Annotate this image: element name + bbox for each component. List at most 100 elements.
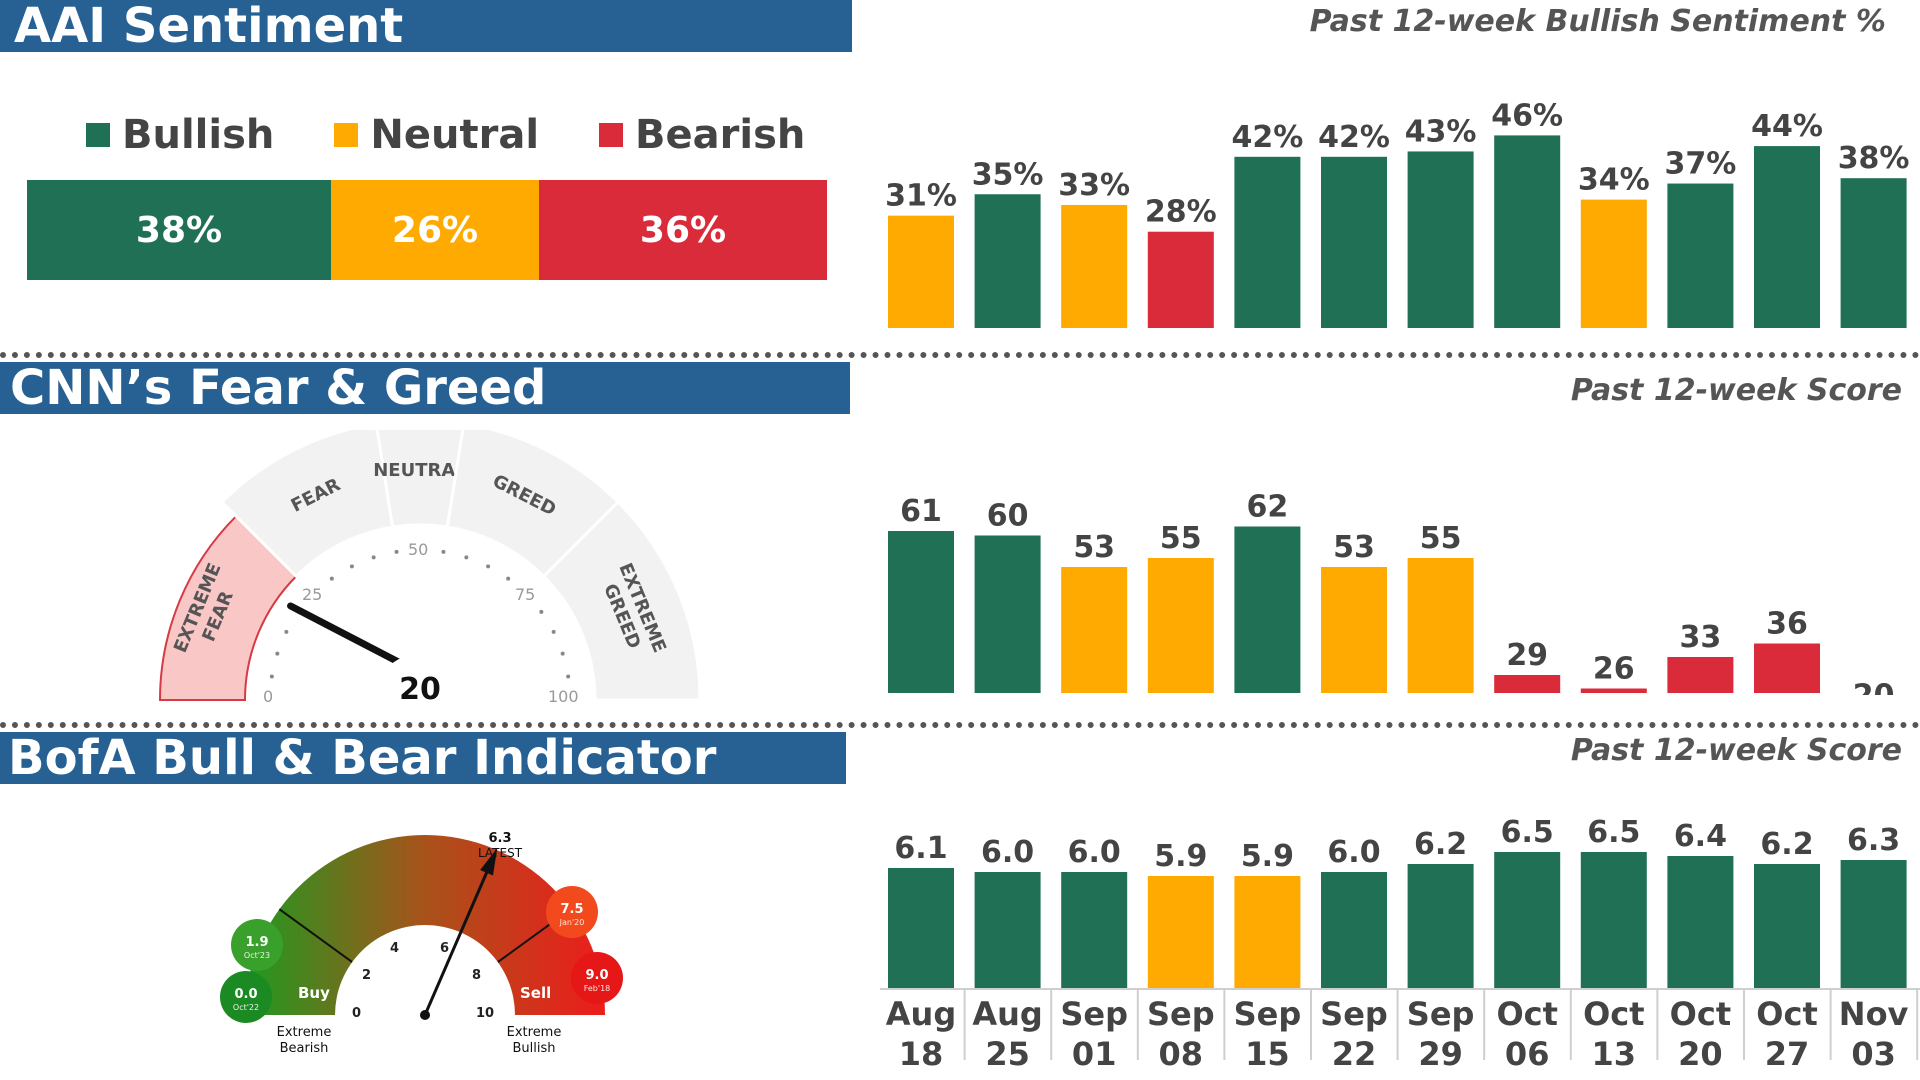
fg-value: 20 (399, 672, 441, 707)
bar-9 (1667, 856, 1734, 988)
fg-tick-50: 50 (408, 540, 428, 559)
fg-dot (539, 609, 544, 614)
bar-label-4: 42% (1231, 120, 1303, 155)
stack-segment-bearish: 36% (539, 180, 827, 280)
bofa-history-bubble-1 (231, 919, 283, 971)
fg-zone-label-2-0: NEUTRAL (373, 460, 467, 481)
bofa-tick-0: 0 (352, 1006, 361, 1021)
bofa-header: BofA Bull & Bear Indicator (0, 732, 846, 784)
bar-label-9: 6.4 (1674, 819, 1727, 854)
bofa-history-date-1: Oct'23 (244, 951, 270, 960)
x-tick-label-7-month: Oct (1496, 995, 1557, 1033)
bar-label-7: 46% (1491, 100, 1563, 133)
bar-7 (1494, 135, 1561, 328)
bar-0 (888, 531, 954, 693)
bar-11 (1840, 860, 1907, 988)
bar-4 (1234, 156, 1301, 328)
bar-label-11: 38% (1838, 141, 1910, 176)
bull-bear-gauge: 0 2 4 6 8 10 Buy Sell Extreme Bearish Ex… (220, 831, 623, 1056)
bar-label-10: 36 (1766, 607, 1808, 642)
bar-8 (1580, 688, 1647, 693)
stack-segment-neutral: 26% (331, 180, 539, 280)
x-tick-label-5-month: Sep (1320, 995, 1388, 1033)
x-tick-label-11-month: Nov (1839, 995, 1909, 1033)
bar-label-1: 60 (987, 499, 1029, 534)
fg-dot (506, 576, 511, 581)
bar-2 (1061, 567, 1128, 693)
bar-3 (1147, 558, 1214, 693)
legend-bullish-label: Bullish (122, 112, 275, 158)
bar-label-1: 35% (972, 157, 1044, 192)
bofa-weekly-bar-chart: 6.1 6.0 6.0 5.9 5.9 6.0 6.2 6.5 6.5 6.4 6.2 6.3Aug1… (880, 815, 1920, 1073)
bar-5 (1321, 567, 1387, 693)
bofa-history-value-3: 7.5 (560, 902, 583, 917)
bar-label-0: 31% (885, 179, 957, 214)
x-tick-label-0-month: Aug (886, 995, 956, 1033)
legend-neutral: Neutral (334, 112, 539, 158)
bar-2 (1061, 872, 1128, 988)
bar-8 (1580, 852, 1647, 988)
fg-dot (394, 549, 399, 554)
bofa-history-bubble-4 (571, 952, 623, 1004)
bar-10 (1754, 643, 1820, 693)
bofa-needle-tip (480, 847, 498, 876)
x-tick-label-7-day: 06 (1505, 1035, 1550, 1073)
fear-greed-weekly-bar-chart: 61 60 53 55 62 53 55 29 26 33 36 20 (888, 490, 1895, 696)
bar-4 (1234, 526, 1301, 693)
bofa-history-bubble-3 (546, 886, 598, 938)
bar-11 (1840, 178, 1907, 328)
bofa-history-date-3: Jan'20 (559, 918, 585, 927)
cnn-title: CNN’s Fear & Greed (10, 362, 547, 414)
x-tick-label-3-month: Sep (1147, 995, 1215, 1033)
bofa-tick-8: 8 (472, 968, 481, 983)
fg-dot (269, 674, 274, 679)
bar-label-3: 5.9 (1154, 839, 1207, 874)
bofa-history-value-4: 9.0 (585, 968, 608, 983)
fg-dot (486, 564, 491, 569)
fg-dot (284, 629, 289, 634)
bar-label-7: 29 (1506, 638, 1548, 673)
fg-dot (371, 555, 376, 560)
stack-segment-bullish: 38% (27, 180, 331, 280)
legend-bearish-label: Bearish (635, 112, 806, 158)
fg-dot (329, 576, 334, 581)
x-tick-label-10-day: 27 (1765, 1035, 1810, 1073)
x-tick-label-6-day: 29 (1418, 1035, 1463, 1073)
bofa-right-caption-2: Bullish (512, 1041, 555, 1056)
fg-hub (374, 654, 466, 710)
x-tick-label-9-month: Oct (1670, 995, 1731, 1033)
x-tick-label-8-month: Oct (1583, 995, 1644, 1033)
bar-label-5: 42% (1318, 120, 1390, 155)
bar-label-2: 6.0 (1068, 835, 1121, 870)
bar-1 (974, 194, 1041, 328)
bofa-right-caption-1: Extreme (507, 1025, 562, 1040)
bar-label-2: 33% (1058, 168, 1130, 203)
aai-legend: Bullish Neutral Bearish (86, 112, 805, 158)
bar-label-11: 20 (1853, 679, 1895, 696)
divider-1 (0, 352, 1920, 358)
bofa-needle (423, 853, 496, 1016)
bar-0 (888, 868, 954, 988)
fg-needle (287, 602, 414, 672)
bar-label-5: 6.0 (1327, 835, 1380, 870)
cnn-header: CNN’s Fear & Greed (0, 362, 850, 414)
fg-dot (441, 549, 446, 554)
bar-label-3: 28% (1145, 195, 1217, 230)
fg-dot (464, 555, 469, 560)
fg-tick-25: 25 (302, 585, 322, 604)
bofa-history-value-2: 0.0 (234, 987, 257, 1002)
bar-label-11: 6.3 (1847, 823, 1900, 858)
fg-dot (349, 564, 354, 569)
bar-10 (1754, 864, 1820, 988)
cnn-subtitle: Past 12-week Score (1570, 373, 1902, 408)
bar-label-6: 6.2 (1414, 827, 1467, 862)
fg-dot (566, 674, 571, 679)
bofa-history-bubble-2 (220, 971, 272, 1023)
legend-bullish-swatch (86, 123, 110, 147)
x-tick-label-1-month: Aug (972, 995, 1042, 1033)
fg-tick-100: 100 (548, 687, 579, 706)
bofa-left-caption-1: Extreme (277, 1025, 332, 1040)
x-tick-label-1-day: 25 (985, 1035, 1030, 1073)
bar-label-9: 33 (1680, 620, 1722, 655)
bar-label-4: 5.9 (1241, 839, 1294, 874)
